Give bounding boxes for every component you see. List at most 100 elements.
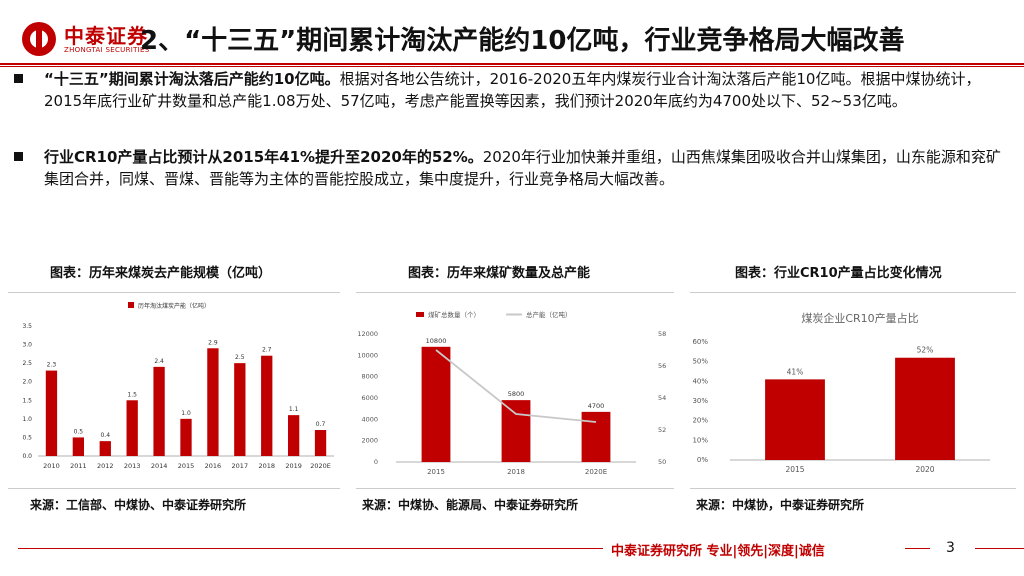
series-line — [435, 349, 597, 423]
chart-title: 煤炭企业CR10产量占比 — [801, 311, 918, 325]
y-tick-label: 50% — [692, 358, 708, 366]
page-number: 3 — [946, 540, 955, 556]
x-tick-label: 2012 — [97, 462, 114, 470]
y-tick-label: 40% — [692, 377, 708, 385]
company-logo: 中泰证券 ZHONGTAI SECURITIES — [22, 18, 167, 60]
header-divider — [0, 63, 1024, 65]
bar — [180, 418, 192, 456]
bar — [421, 346, 451, 462]
x-tick-label: 2018 — [507, 468, 525, 476]
x-tick-label: 2010 — [43, 462, 60, 470]
x-tick-label: 2011 — [70, 462, 87, 470]
legend-swatch-bar — [416, 312, 424, 317]
y-tick-label: 0.5 — [22, 434, 32, 441]
x-tick-label: 2015 — [785, 465, 804, 474]
data-label: 2.5 — [235, 354, 245, 361]
y-tick-label: 0% — [697, 456, 708, 464]
x-tick-label: 2020E — [585, 468, 607, 476]
bar — [765, 379, 825, 460]
y-tick-label: 2.5 — [22, 360, 32, 367]
bar — [314, 430, 327, 456]
data-label: 41% — [787, 367, 804, 376]
bar — [153, 366, 165, 456]
legend-label: 总产能（亿吨） — [526, 310, 572, 319]
y-tick-label: 20% — [692, 417, 708, 425]
chart-source: 来源：中煤协，中泰证券研究所 — [696, 498, 865, 512]
chart-caption: 图表：行业CR10产量占比变化情况 — [735, 266, 942, 281]
x-tick-label: 2019 — [285, 462, 302, 470]
y-tick-label: 1.5 — [22, 397, 32, 404]
x-tick-label: 2013 — [124, 462, 141, 470]
y-tick-label-right: 54 — [658, 394, 666, 402]
chart-capacity-reduction: 历年淘汰煤炭产能（亿吨） 0.0 0.5 1.0 1.5 2.0 2.5 3.0 3.5 2.3 2… — [22, 302, 334, 470]
legend-swatch — [128, 302, 134, 308]
footer-rule — [975, 548, 1024, 549]
logo-text: 中泰证券 — [64, 24, 148, 48]
bullet-square-icon — [14, 74, 23, 83]
data-label: 10800 — [426, 337, 447, 345]
bullet-point: 行业CR10产量占比预计从2015年41%提升至2020年的52%。2020年行… — [14, 146, 1012, 190]
bar — [234, 363, 246, 456]
data-label: 0.5 — [74, 428, 84, 435]
bar — [45, 370, 58, 456]
chart-top-rule — [8, 292, 340, 293]
y-tick-label: 2.0 — [22, 379, 32, 386]
y-tick-label-left: 12000 — [357, 330, 378, 338]
y-tick-label-left: 6000 — [361, 394, 378, 402]
x-tick-label: 2015 — [178, 462, 195, 470]
chart-bottom-rule — [690, 488, 1016, 489]
data-label: 4700 — [588, 402, 605, 410]
bullet-heading: “十三五”期间累计淘汰落后产能约10亿吨。 — [44, 70, 340, 88]
y-tick-label: 1.0 — [22, 416, 32, 423]
bar — [287, 415, 300, 456]
chart-source: 来源：工信部、中煤协、中泰证券研究所 — [30, 498, 247, 512]
page-title: 2、“十三五”期间累计淘汰产能约10亿吨，行业竞争格局大幅改善 — [140, 26, 905, 56]
footer-slogan: 中泰证券研究所 专业|领先|深度|诚信 — [611, 544, 825, 559]
chart-caption: 图表：历年来煤矿数量及总产能 — [408, 266, 591, 281]
data-label: 0.4 — [100, 432, 110, 439]
bar — [207, 348, 219, 456]
chart-top-rule — [690, 292, 1016, 293]
bullet-point: “十三五”期间累计淘汰落后产能约10亿吨。根据对各地公告统计，2016-2020… — [14, 68, 1012, 112]
data-label: 2.9 — [208, 339, 218, 346]
bullet-heading: 行业CR10产量占比预计从2015年41%提升至2020年的52%。 — [44, 148, 483, 166]
chart-caption: 图表：历年来煤炭去产能规模（亿吨） — [50, 266, 272, 281]
x-tick-label: 2016 — [205, 462, 222, 470]
y-tick-label-left: 4000 — [361, 415, 378, 423]
x-tick-label: 2014 — [151, 462, 168, 470]
logo-icon — [22, 22, 56, 56]
y-tick-label-left: 8000 — [361, 373, 378, 381]
y-tick-label: 3.5 — [22, 323, 32, 330]
chart-cr10-share: 煤炭企业CR10产量占比 0% 10% 20% 30% 40% 50% 60% 41% 2015 5… — [692, 311, 990, 474]
y-tick-label-left: 0 — [374, 458, 378, 466]
y-tick-label: 0.0 — [22, 453, 32, 460]
x-tick-label: 2017 — [232, 462, 249, 470]
chart-source: 来源：中煤协、能源局、中泰证券研究所 — [362, 498, 579, 512]
data-label: 5800 — [508, 390, 525, 398]
footer-rule — [18, 548, 603, 549]
y-tick-label-right: 50 — [658, 458, 666, 466]
legend-label: 煤矿总数量（个） — [428, 310, 480, 319]
data-label: 1.1 — [289, 406, 299, 413]
data-label: 52% — [917, 346, 934, 355]
bullet-square-icon — [14, 152, 23, 161]
y-tick-label-right: 58 — [658, 330, 666, 338]
y-tick-label: 30% — [692, 397, 708, 405]
data-label: 2.4 — [154, 358, 164, 365]
x-tick-label: 2018 — [258, 462, 275, 470]
data-label: 0.7 — [316, 421, 326, 428]
bar — [501, 400, 531, 462]
y-tick-label: 60% — [692, 338, 708, 346]
y-tick-label-left: 10000 — [357, 351, 378, 359]
data-label: 1.5 — [127, 391, 137, 398]
header-divider-thin — [0, 66, 1024, 67]
bar — [261, 355, 273, 456]
data-label: 2.7 — [262, 347, 272, 354]
logo-subtext: ZHONGTAI SECURITIES — [64, 46, 150, 54]
data-label: 1.0 — [181, 410, 191, 417]
bar — [581, 411, 611, 462]
legend-label: 历年淘汰煤炭产能（亿吨） — [138, 302, 210, 310]
y-tick-label-left: 2000 — [361, 437, 378, 445]
chart-bottom-rule — [8, 488, 340, 489]
bar — [895, 357, 955, 460]
